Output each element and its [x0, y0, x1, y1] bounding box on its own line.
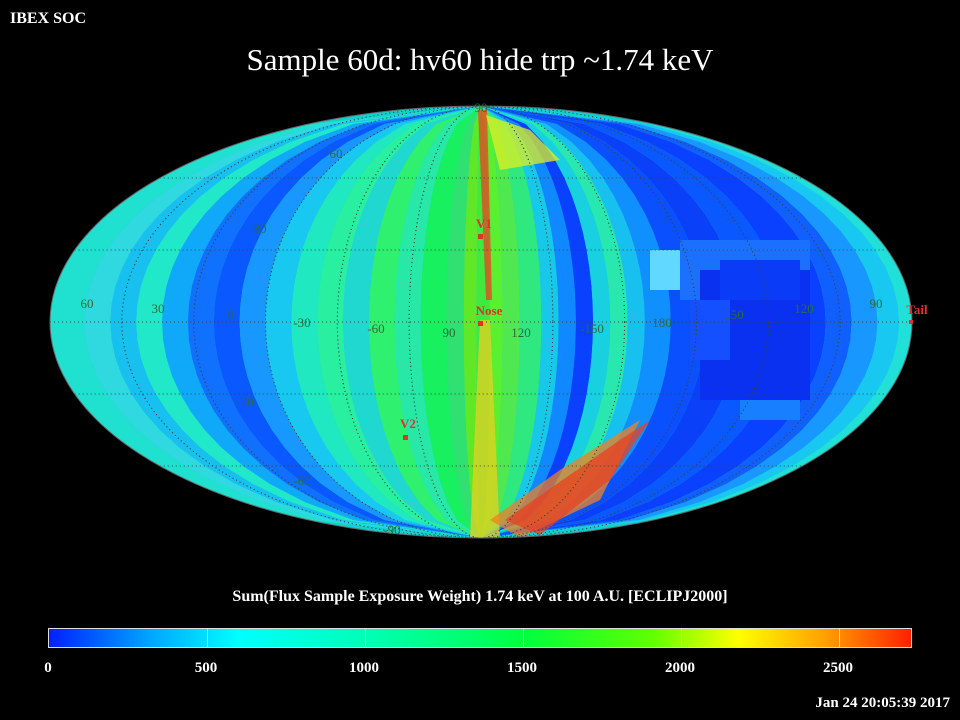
lon-label: 180 — [652, 315, 672, 330]
page-title: Sample 60d: hv60 hide trp ~1.74 keV — [246, 42, 714, 77]
sky-map: 90 60 30 -30 -60 -90 60 30 0 -30 -60 90 … — [49, 100, 928, 539]
lon-label: 0 — [228, 307, 235, 322]
lat-label: -60 — [293, 473, 310, 488]
lon-label: 60 — [81, 296, 94, 311]
marker-label-v2: V2 — [400, 416, 416, 431]
colorbar-label: 1500 — [507, 660, 537, 676]
colorbar-label: 1000 — [349, 660, 379, 676]
lon-label: 90 — [870, 296, 883, 311]
colorbar-label: 500 — [194, 660, 218, 676]
lon-label: -30 — [293, 315, 310, 330]
colorbar-tick — [365, 629, 366, 647]
lon-label: 30 — [152, 301, 165, 316]
colorbar-label: 2000 — [665, 660, 695, 676]
lat-label: -30 — [236, 394, 253, 409]
lon-label: 120 — [511, 325, 531, 340]
colorbar-title: Sum(Flux Sample Exposure Weight) 1.74 ke… — [232, 588, 728, 605]
flux-bands — [50, 106, 912, 538]
marker-v2 — [403, 435, 408, 440]
org-label: IBEX SOC — [10, 10, 87, 27]
lat-label: 60 — [330, 146, 343, 161]
colorbar-tick — [839, 629, 840, 647]
lon-label: 150 — [724, 307, 744, 322]
lat-label: 90 — [475, 100, 488, 115]
graticule — [50, 106, 912, 538]
timestamp: Jan 24 20:05:39 2017 — [815, 695, 950, 711]
lat-label: -90 — [383, 522, 400, 537]
marker-v1 — [478, 234, 483, 239]
colorbar-label: 0 — [44, 660, 52, 676]
colorbar-label: 2500 — [823, 660, 853, 676]
colorbar-tick — [207, 629, 208, 647]
lon-label: -150 — [580, 321, 604, 336]
marker-label-v1: V1 — [476, 216, 492, 231]
marker-label-tail: Tail — [906, 302, 928, 317]
lon-label: 120 — [794, 301, 814, 316]
marker-tail — [909, 320, 913, 324]
marker-label-nose: Nose — [476, 303, 503, 318]
colorbar — [48, 628, 912, 648]
flux-patches — [650, 240, 810, 420]
marker-nose — [478, 321, 483, 326]
lat-label: 30 — [254, 221, 267, 236]
colorbar-tick — [681, 629, 682, 647]
lon-label: -60 — [367, 321, 384, 336]
colorbar-tick — [523, 629, 524, 647]
lon-label: 90 — [443, 325, 456, 340]
